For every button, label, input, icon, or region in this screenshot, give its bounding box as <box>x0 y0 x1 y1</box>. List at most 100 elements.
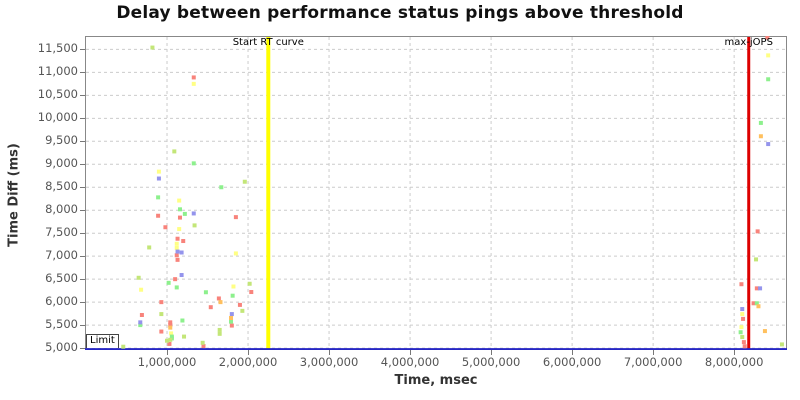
y-tick-label: 5,000 <box>45 340 78 355</box>
x-tick-mark <box>167 350 169 355</box>
y-tick-mark <box>80 164 85 166</box>
y-tick-label: 8,500 <box>45 179 78 194</box>
data-point-yellow <box>233 251 238 256</box>
max-jops-label: max-jOPS <box>724 37 773 48</box>
data-point-green <box>177 207 182 212</box>
data-point-yellow-green <box>159 312 164 317</box>
y-tick-label: 11,000 <box>37 64 78 79</box>
data-point-blue <box>179 273 184 278</box>
y-tick-label: 7,000 <box>45 248 78 263</box>
y-tick-label: 7,500 <box>45 225 78 240</box>
y-tick-mark <box>80 49 85 51</box>
data-point-red <box>174 253 179 258</box>
chart-title: Delay between performance status pings a… <box>116 3 684 23</box>
data-point-blue <box>229 312 234 317</box>
data-point-red <box>201 344 206 349</box>
data-point-yellow-green <box>740 335 745 340</box>
data-point-red <box>175 236 180 241</box>
x-tick-label: 2,000,000 <box>218 355 278 369</box>
data-point-green <box>180 318 185 323</box>
plot-area: Start RT curve max-jOPS Limit <box>85 36 787 350</box>
y-tick-mark <box>80 187 85 189</box>
y-tick-label: 11,500 <box>37 41 78 56</box>
data-point-red <box>191 75 196 80</box>
data-point-yellow-green <box>247 281 252 286</box>
data-point-green <box>766 77 771 82</box>
data-point-green <box>738 330 743 335</box>
data-point-yellow-green <box>136 275 141 280</box>
data-point-green <box>191 161 196 166</box>
x-tick-mark <box>653 350 655 355</box>
y-tick-mark <box>80 72 85 74</box>
x-tick-mark <box>329 350 331 355</box>
y-tick-mark <box>80 348 85 350</box>
data-point-yellow <box>231 284 236 289</box>
data-point-green <box>219 185 224 190</box>
x-tick-label: 3,000,000 <box>299 355 359 369</box>
data-point-green <box>156 195 161 200</box>
data-point-red <box>233 215 238 220</box>
data-point-yellow <box>740 312 745 317</box>
data-point-red <box>229 323 234 328</box>
data-point-blue <box>191 211 196 216</box>
data-point-blue <box>740 307 745 312</box>
data-point-red <box>754 286 759 291</box>
data-point-yellow-green <box>121 344 126 349</box>
data-point-green <box>754 301 759 306</box>
data-point-yellow-green <box>150 45 155 50</box>
data-point-yellow <box>156 169 161 174</box>
data-point-yellow-green <box>779 342 784 347</box>
data-point-yellow <box>766 53 771 58</box>
data-point-orange <box>168 325 173 330</box>
data-point-blue <box>138 320 143 325</box>
data-point-red <box>159 329 164 334</box>
y-tick-mark <box>80 95 85 97</box>
plot-canvas <box>85 36 787 350</box>
x-tick-label: 7,000,000 <box>623 355 683 369</box>
data-point-yellow <box>174 245 179 250</box>
x-tick-mark <box>734 350 736 355</box>
data-point-yellow-green <box>147 245 152 250</box>
data-point-green <box>229 319 234 324</box>
data-point-red <box>163 225 168 230</box>
x-tick-mark <box>248 350 250 355</box>
data-point-orange <box>758 134 763 139</box>
x-tick-label: 4,000,000 <box>380 355 440 369</box>
y-tick-mark <box>80 210 85 212</box>
data-point-yellow-green <box>172 149 177 154</box>
data-point-red <box>173 277 178 282</box>
data-point-yellow <box>169 331 174 336</box>
data-point-yellow <box>177 227 182 232</box>
data-point-orange <box>218 300 223 305</box>
data-point-yellow-green <box>165 338 170 343</box>
y-tick-label: 6,000 <box>45 294 78 309</box>
x-tick-label: 6,000,000 <box>542 355 602 369</box>
y-tick-label: 5,500 <box>45 317 78 332</box>
y-tick-mark <box>80 233 85 235</box>
data-point-blue <box>758 286 763 291</box>
x-tick-mark <box>491 350 493 355</box>
data-point-red <box>249 290 254 295</box>
data-point-red <box>181 239 186 244</box>
data-point-orange <box>229 315 234 320</box>
data-point-green <box>203 290 208 295</box>
data-point-red <box>168 320 173 325</box>
data-point-yellow-green <box>754 257 759 262</box>
data-point-yellow-green <box>192 223 197 228</box>
data-point-red <box>208 305 213 310</box>
data-point-green <box>166 280 171 285</box>
y-tick-mark <box>80 279 85 281</box>
data-point-red <box>765 36 770 40</box>
data-point-red <box>167 341 172 346</box>
data-point-yellow-green <box>182 334 187 339</box>
y-tick-label: 10,000 <box>37 110 78 125</box>
data-point-red <box>216 296 221 301</box>
data-point-blue <box>766 142 771 147</box>
data-point-red <box>159 300 164 305</box>
data-point-yellow-green <box>217 327 222 332</box>
data-point-red <box>741 340 746 345</box>
data-point-yellow-green <box>240 308 245 313</box>
data-point-yellow <box>174 241 179 246</box>
y-tick-label: 10,500 <box>37 87 78 102</box>
